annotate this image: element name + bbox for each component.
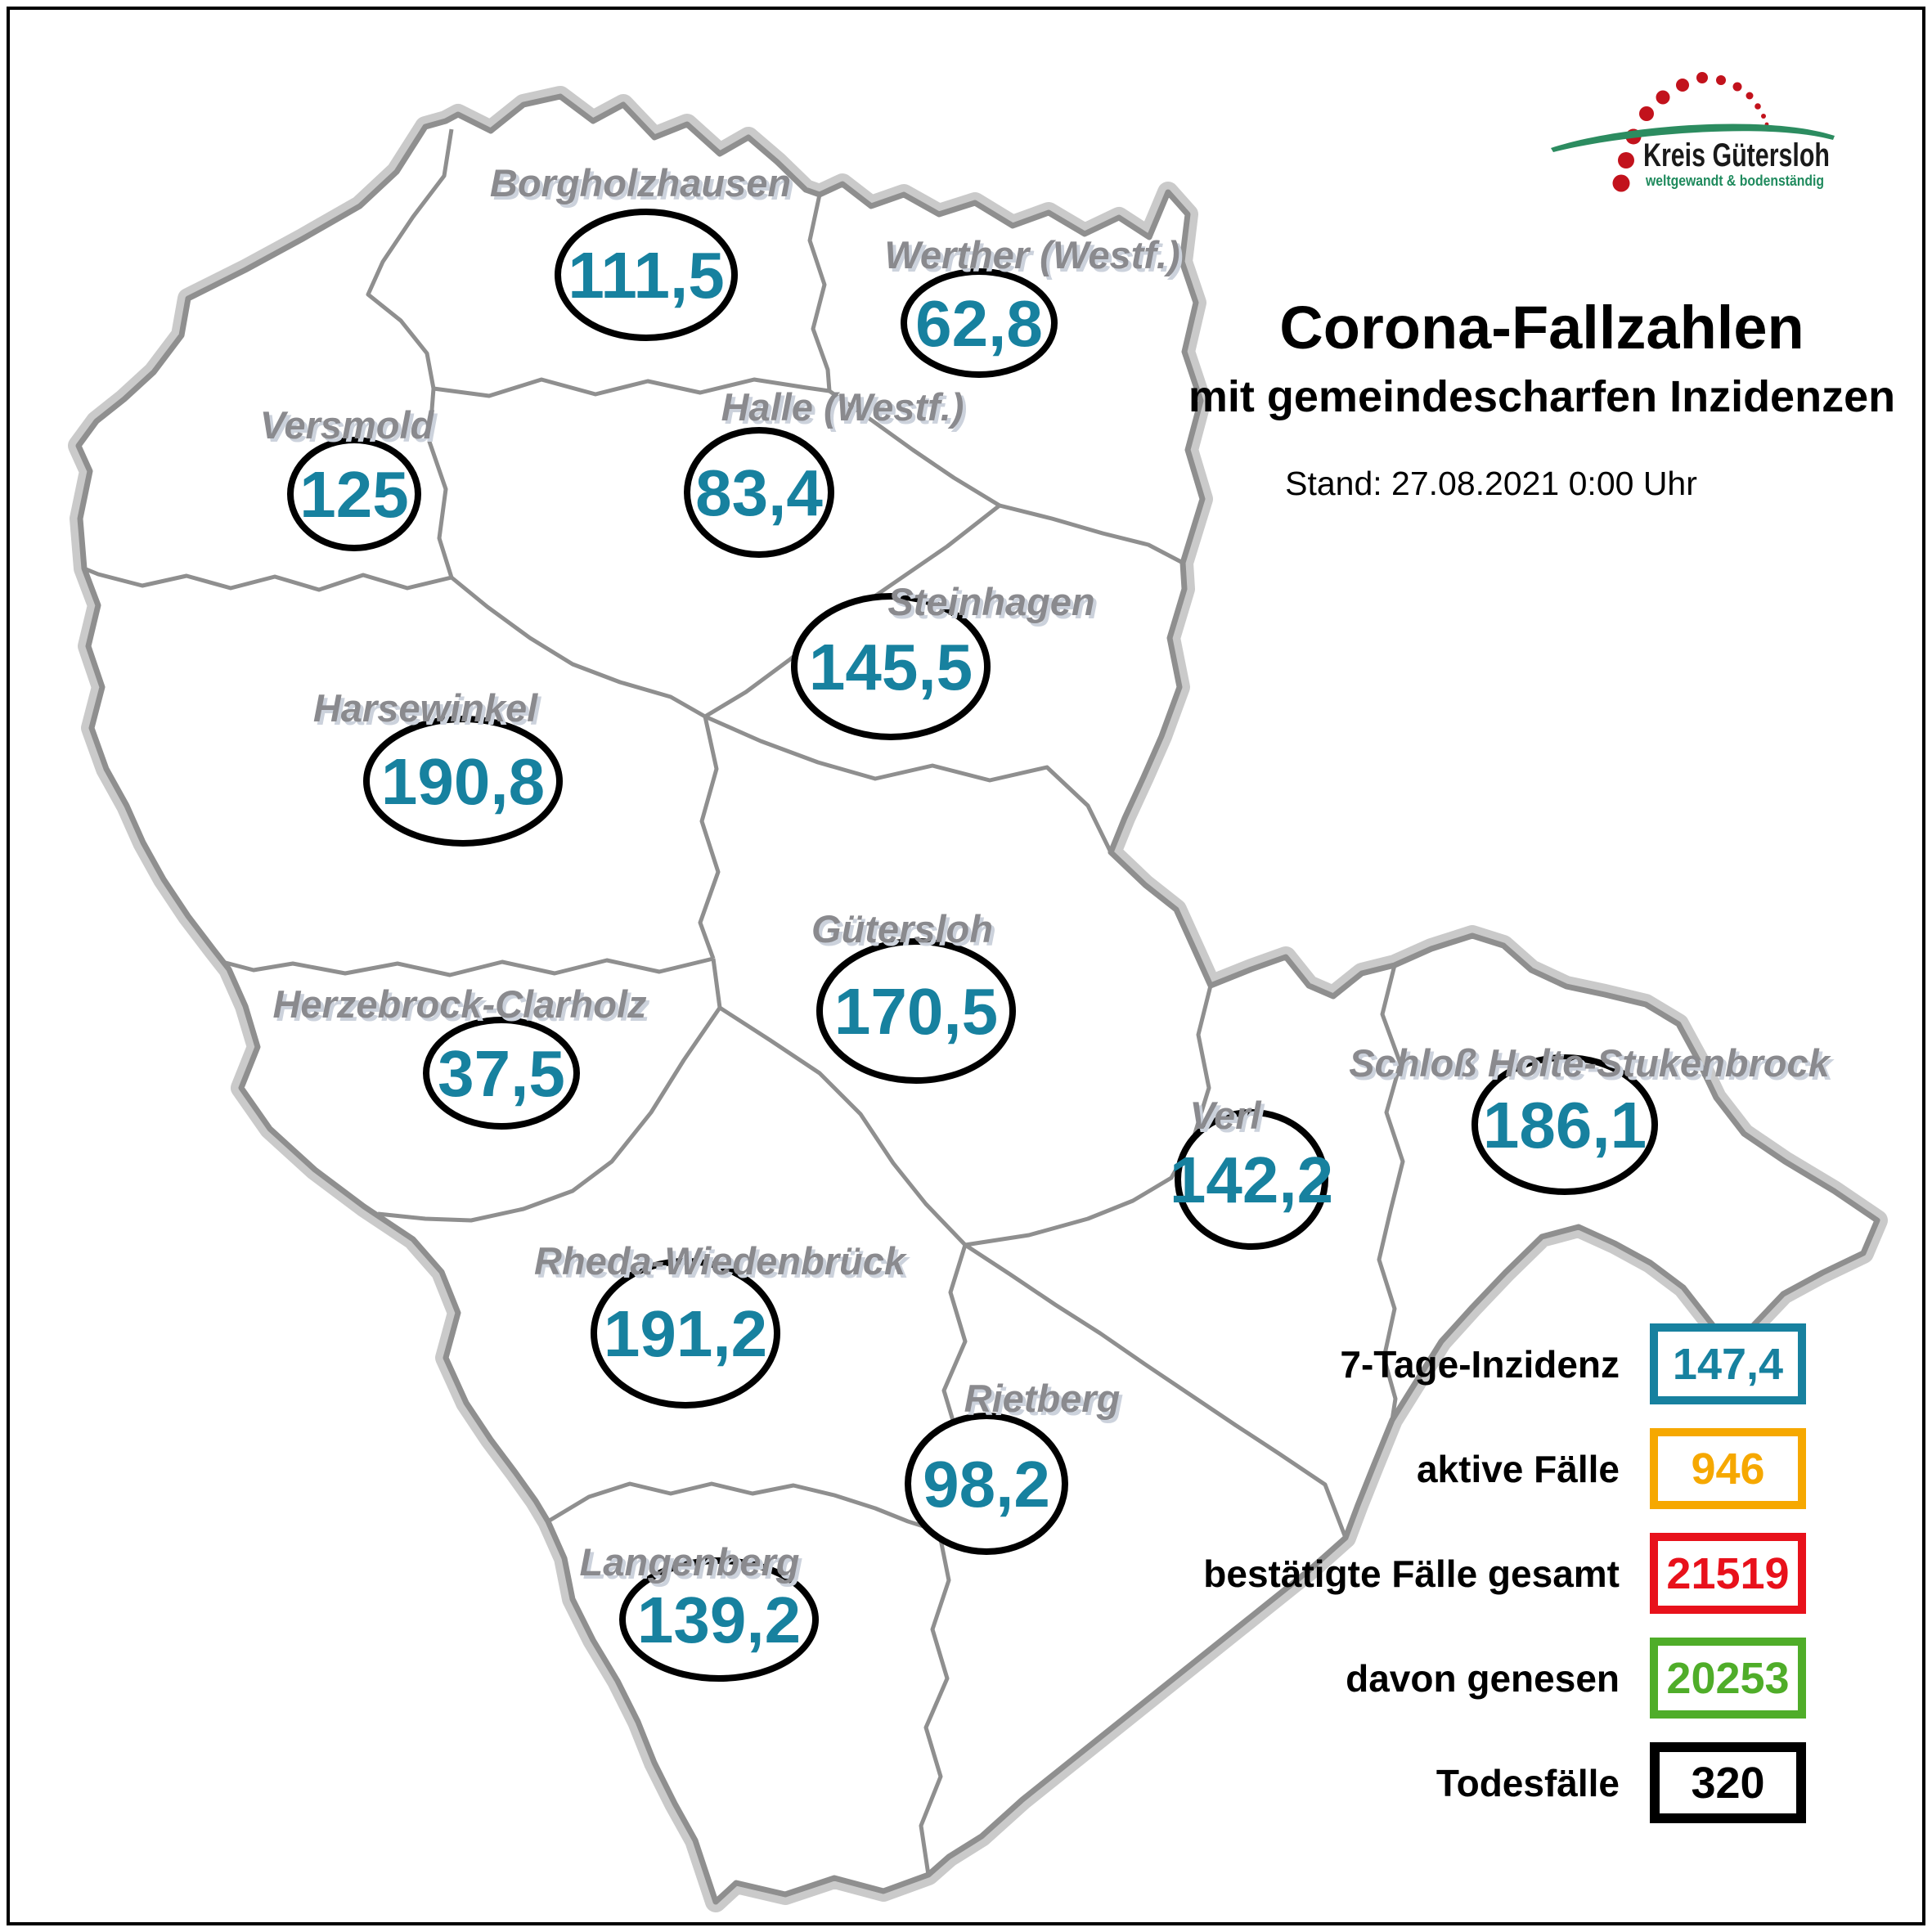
logo-tagline: weltgewandt & bodenständig xyxy=(1645,173,1824,189)
incidence-oval xyxy=(555,209,738,341)
incidence-value: 125 xyxy=(299,458,408,531)
incidence-value: 186,1 xyxy=(1483,1089,1647,1161)
municipality-label: Schloß Holte-Stukenbrock xyxy=(1349,1041,1831,1085)
municipality-label-shadow: Rietberg xyxy=(968,1380,1124,1423)
municipality-label: Gütersloh xyxy=(811,907,993,950)
municipality-label-shadow: Gütersloh xyxy=(815,910,996,954)
incidence-value: 111,5 xyxy=(568,239,724,312)
incidence-value: 98,2 xyxy=(923,1448,1050,1521)
header: Corona-Fallzahlen mit gemeindescharfen I… xyxy=(1186,296,1898,503)
incidence-oval xyxy=(791,593,991,740)
incidence-value: 190,8 xyxy=(381,745,545,818)
municipality-label-shadow: Borgholzhausen xyxy=(493,164,794,208)
municipality-label-shadow: Verl xyxy=(1193,1097,1265,1140)
incidence-oval xyxy=(423,1017,580,1130)
municipality-label-shadow: Halle (Westf.) xyxy=(725,389,968,432)
municipality-label: Langenberg xyxy=(580,1540,800,1584)
incidence-oval xyxy=(816,938,1016,1084)
page-title: Corona-Fallzahlen xyxy=(1279,294,1804,362)
incidence-oval xyxy=(363,716,563,847)
incidence-oval xyxy=(1175,1109,1328,1250)
municipality-label-shadow: Harsewinkel xyxy=(317,690,541,733)
incidence-oval xyxy=(901,268,1058,378)
municipality-label-shadow: Rheda-Wiedenbrück xyxy=(537,1242,911,1286)
page-subtitle: mit gemeindescharfen Inzidenzen xyxy=(1188,371,1896,421)
incidence-oval xyxy=(619,1557,819,1682)
municipality-label-shadow: Schloß Holte-Stukenbrock xyxy=(1352,1045,1835,1088)
municipality-label-shadow: Versmold xyxy=(263,407,438,450)
municipality-label: Herzebrock-Clarholz xyxy=(272,982,647,1026)
incidence-value: 139,2 xyxy=(637,1584,801,1656)
municipality-label: Borgholzhausen xyxy=(490,161,791,204)
incidence-value: 191,2 xyxy=(604,1297,767,1370)
incidence-value: 145,5 xyxy=(809,631,973,703)
incidence-value: 37,5 xyxy=(438,1037,565,1110)
municipality-label: Verl xyxy=(1189,1094,1261,1137)
report-date: Stand: 27.08.2021 0:00 Uhr xyxy=(1285,464,1697,502)
incidence-value: 83,4 xyxy=(695,456,823,529)
municipality-label: Rheda-Wiedenbrück xyxy=(534,1239,908,1283)
incidence-oval xyxy=(591,1258,780,1409)
incidence-value: 142,2 xyxy=(1170,1143,1333,1216)
incidence-oval xyxy=(905,1413,1068,1555)
municipality-label: Steinhagen xyxy=(887,580,1094,623)
incidence-oval xyxy=(287,437,421,551)
logo-title: Kreis Gütersloh xyxy=(1643,137,1830,173)
incidence-oval xyxy=(684,427,834,558)
municipality-label: Versmold xyxy=(260,403,435,447)
incidence-oval xyxy=(1471,1054,1658,1195)
incidence-value: 170,5 xyxy=(834,975,998,1048)
municipality-label-shadow: Werther (Westf.) xyxy=(887,236,1183,280)
logo-hill-swoosh-icon xyxy=(1551,124,1835,152)
municipality-label: Werther (Westf.) xyxy=(884,233,1179,276)
municipality-label: Harsewinkel xyxy=(313,686,538,730)
incidence-value: 62,8 xyxy=(915,287,1043,360)
municipal-borders xyxy=(83,128,1405,1876)
municipality-label: Rietberg xyxy=(964,1377,1121,1420)
kreis-guetersloh-logo: Kreis Gütersloh weltgewandt & bodenständ… xyxy=(1551,72,1835,192)
municipality-label-shadow: Steinhagen xyxy=(891,583,1098,627)
municipality-label-shadow: Langenberg xyxy=(583,1543,803,1587)
municipality-label-shadow: Herzebrock-Clarholz xyxy=(276,986,650,1029)
municipality-label: Halle (Westf.) xyxy=(721,385,964,429)
